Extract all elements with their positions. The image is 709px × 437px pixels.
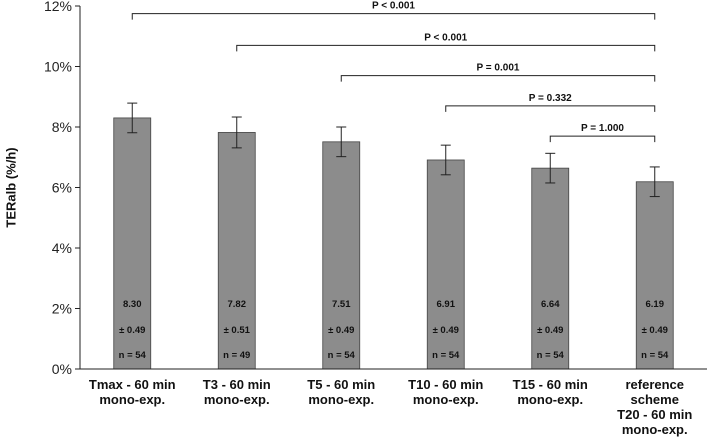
x-category-label-line: T10 - 60 min xyxy=(408,377,483,392)
bar xyxy=(635,181,674,370)
x-category-label-line: reference xyxy=(625,377,684,392)
x-category-label: Tmax - 60 min mono-exp. xyxy=(89,377,176,407)
y-tick-label: 12% xyxy=(44,0,72,14)
x-category-label: T3 - 60 min mono-exp. xyxy=(203,377,271,407)
x-category-label-line: mono-exp. xyxy=(622,422,688,437)
bar xyxy=(113,117,152,370)
significance-bracket xyxy=(236,44,656,52)
significance-brackets: P < 0.001 P < 0.001 P = 0.001 P = 0.332 P = … xyxy=(131,1,656,143)
x-category-label: T15 - 60 min mono-exp. xyxy=(513,377,588,407)
x-category-label: T10 - 60 min mono-exp. xyxy=(408,377,483,407)
bar-sd-label: ± 0.49 xyxy=(328,325,354,336)
bar-sd-label: ± 0.49 xyxy=(433,325,459,336)
y-tick-label: 2% xyxy=(52,301,72,317)
bar-sd-label: ± 0.49 xyxy=(537,325,563,336)
bar-sd-label: ± 0.49 xyxy=(642,325,668,336)
bar-n-label: n = 54 xyxy=(328,350,356,361)
x-axis: Tmax - 60 min mono-exp.T3 - 60 min mono-ex… xyxy=(80,368,707,437)
x-category-label-line: T5 - 60 min xyxy=(307,377,375,392)
x-category-label-line: Tmax - 60 min xyxy=(89,377,176,392)
bar xyxy=(531,167,570,370)
significance-bracket xyxy=(340,75,656,82)
x-category-label-line: T20 - 60 min xyxy=(617,407,692,422)
bar-mean-label: 6.91 xyxy=(437,299,456,310)
x-category-label: reference scheme T20 - 60 min mono-exp. xyxy=(617,377,692,437)
bar xyxy=(217,132,256,370)
y-tick-label: 8% xyxy=(52,119,72,135)
x-category-label-line: mono-exp. xyxy=(99,392,165,407)
y-axis: 0% 2% 4% 6% 8% 10% 12% xyxy=(44,0,81,377)
significance-bracket xyxy=(549,135,656,143)
p-value-label: P = 0.001 xyxy=(477,63,520,74)
bar-n-label: n = 54 xyxy=(119,350,147,361)
bar-sd-label: ± 0.51 xyxy=(224,325,251,336)
x-category-label-line: mono-exp. xyxy=(308,392,374,407)
bar-mean-label: 6.19 xyxy=(646,299,665,310)
x-category-label-line: mono-exp. xyxy=(517,392,583,407)
significance-bracket xyxy=(131,13,656,20)
y-axis-title: TERalb (%/h) xyxy=(3,147,18,227)
y-tick-label: 4% xyxy=(52,240,72,256)
p-value-label: P < 0.001 xyxy=(372,1,415,12)
x-category-label-line: mono-exp. xyxy=(204,392,270,407)
bar xyxy=(322,141,361,370)
x-category-label-line: T3 - 60 min xyxy=(203,377,271,392)
bar xyxy=(426,159,465,370)
y-tick-label: 10% xyxy=(44,59,72,75)
bar-n-label: n = 54 xyxy=(432,350,460,361)
bar-n-label: n = 54 xyxy=(537,350,565,361)
x-category-label: T5 - 60 min mono-exp. xyxy=(307,377,375,407)
y-tick-label: 6% xyxy=(52,180,72,196)
x-category-label-line: T15 - 60 min xyxy=(513,377,588,392)
bar-n-label: n = 54 xyxy=(641,350,669,361)
bars: 8.30 ± 0.49 n = 54 7.82 ± 0.51 n = 49 7.51 ± 0.… xyxy=(113,102,674,370)
p-value-label: P = 0.332 xyxy=(529,93,572,104)
bar-mean-label: 8.30 xyxy=(123,299,142,310)
p-value-label: P = 1.000 xyxy=(581,123,624,134)
y-tick-label: 0% xyxy=(52,361,72,377)
x-category-label-line: mono-exp. xyxy=(413,392,479,407)
bar-sd-label: ± 0.49 xyxy=(119,325,145,336)
bar-mean-label: 7.51 xyxy=(332,299,351,310)
x-category-label-line: scheme xyxy=(631,392,679,407)
bar-n-label: n = 49 xyxy=(223,350,250,361)
bar-mean-label: 6.64 xyxy=(541,299,560,310)
p-value-label: P < 0.001 xyxy=(424,32,467,43)
bar-mean-label: 7.82 xyxy=(228,299,247,310)
significance-bracket xyxy=(445,105,656,112)
